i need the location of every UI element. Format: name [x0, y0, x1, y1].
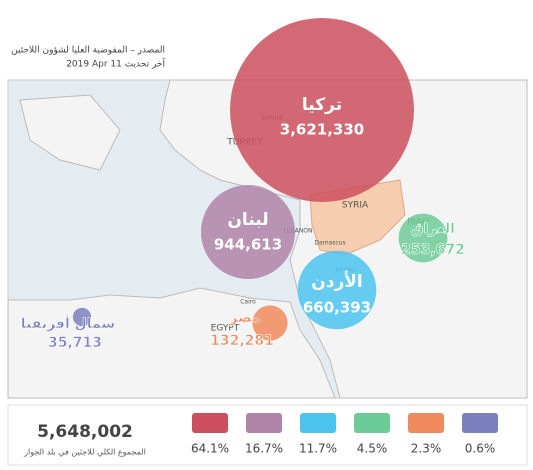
- map-label: Cairo: [240, 299, 256, 306]
- updated: 2019 Apr 11 آخر تحديث: [66, 58, 165, 70]
- region-value: 253,672: [401, 242, 465, 258]
- legend-swatch: [354, 413, 390, 433]
- legend-share: 4.5%: [357, 442, 388, 456]
- bubble: [252, 305, 288, 341]
- region-name: لبنان: [227, 210, 268, 230]
- legend-share: 11.7%: [299, 442, 337, 456]
- total-value: 5,648,002: [37, 422, 133, 442]
- legend-share: 0.6%: [465, 442, 496, 456]
- bubble: [398, 213, 448, 263]
- legend-share: 2.3%: [411, 442, 442, 456]
- region-value: 944,613: [214, 236, 282, 254]
- legend-swatch: [192, 413, 228, 433]
- source: المصدر – المفوضية العليا لشؤون اللاجئين: [11, 46, 165, 56]
- region-name: العراق: [411, 221, 455, 237]
- legend-share: 16.7%: [245, 442, 283, 456]
- region-name: تركيا: [302, 95, 342, 115]
- total-caption: المجموع الكلي للاجئين في بلد الجوار: [23, 448, 146, 457]
- region-value: 132,281: [210, 333, 274, 349]
- bubble: [297, 250, 377, 330]
- region-name: شمال أفريقيا: [21, 314, 115, 332]
- bubble: [230, 18, 414, 202]
- map-label: LEBANON: [283, 228, 312, 235]
- map-label: EGYPT: [211, 324, 240, 334]
- legend-swatch: [246, 413, 282, 433]
- region-value: 660,393: [303, 299, 371, 317]
- legend-swatch: [408, 413, 444, 433]
- bubble: [201, 185, 295, 279]
- legend-swatch: [300, 413, 336, 433]
- greece: [19, 94, 121, 171]
- legend-share: 64.1%: [191, 442, 229, 456]
- region-value: 3,621,330: [280, 121, 364, 139]
- region-value: 35,713: [48, 335, 102, 351]
- map-label: Damascus: [314, 240, 345, 247]
- legend-swatch: [462, 413, 498, 433]
- bubble: [72, 307, 92, 327]
- region-name: الأردن: [311, 271, 363, 292]
- region-name: مصر: [228, 310, 260, 326]
- map-label: SYRIA: [342, 201, 369, 211]
